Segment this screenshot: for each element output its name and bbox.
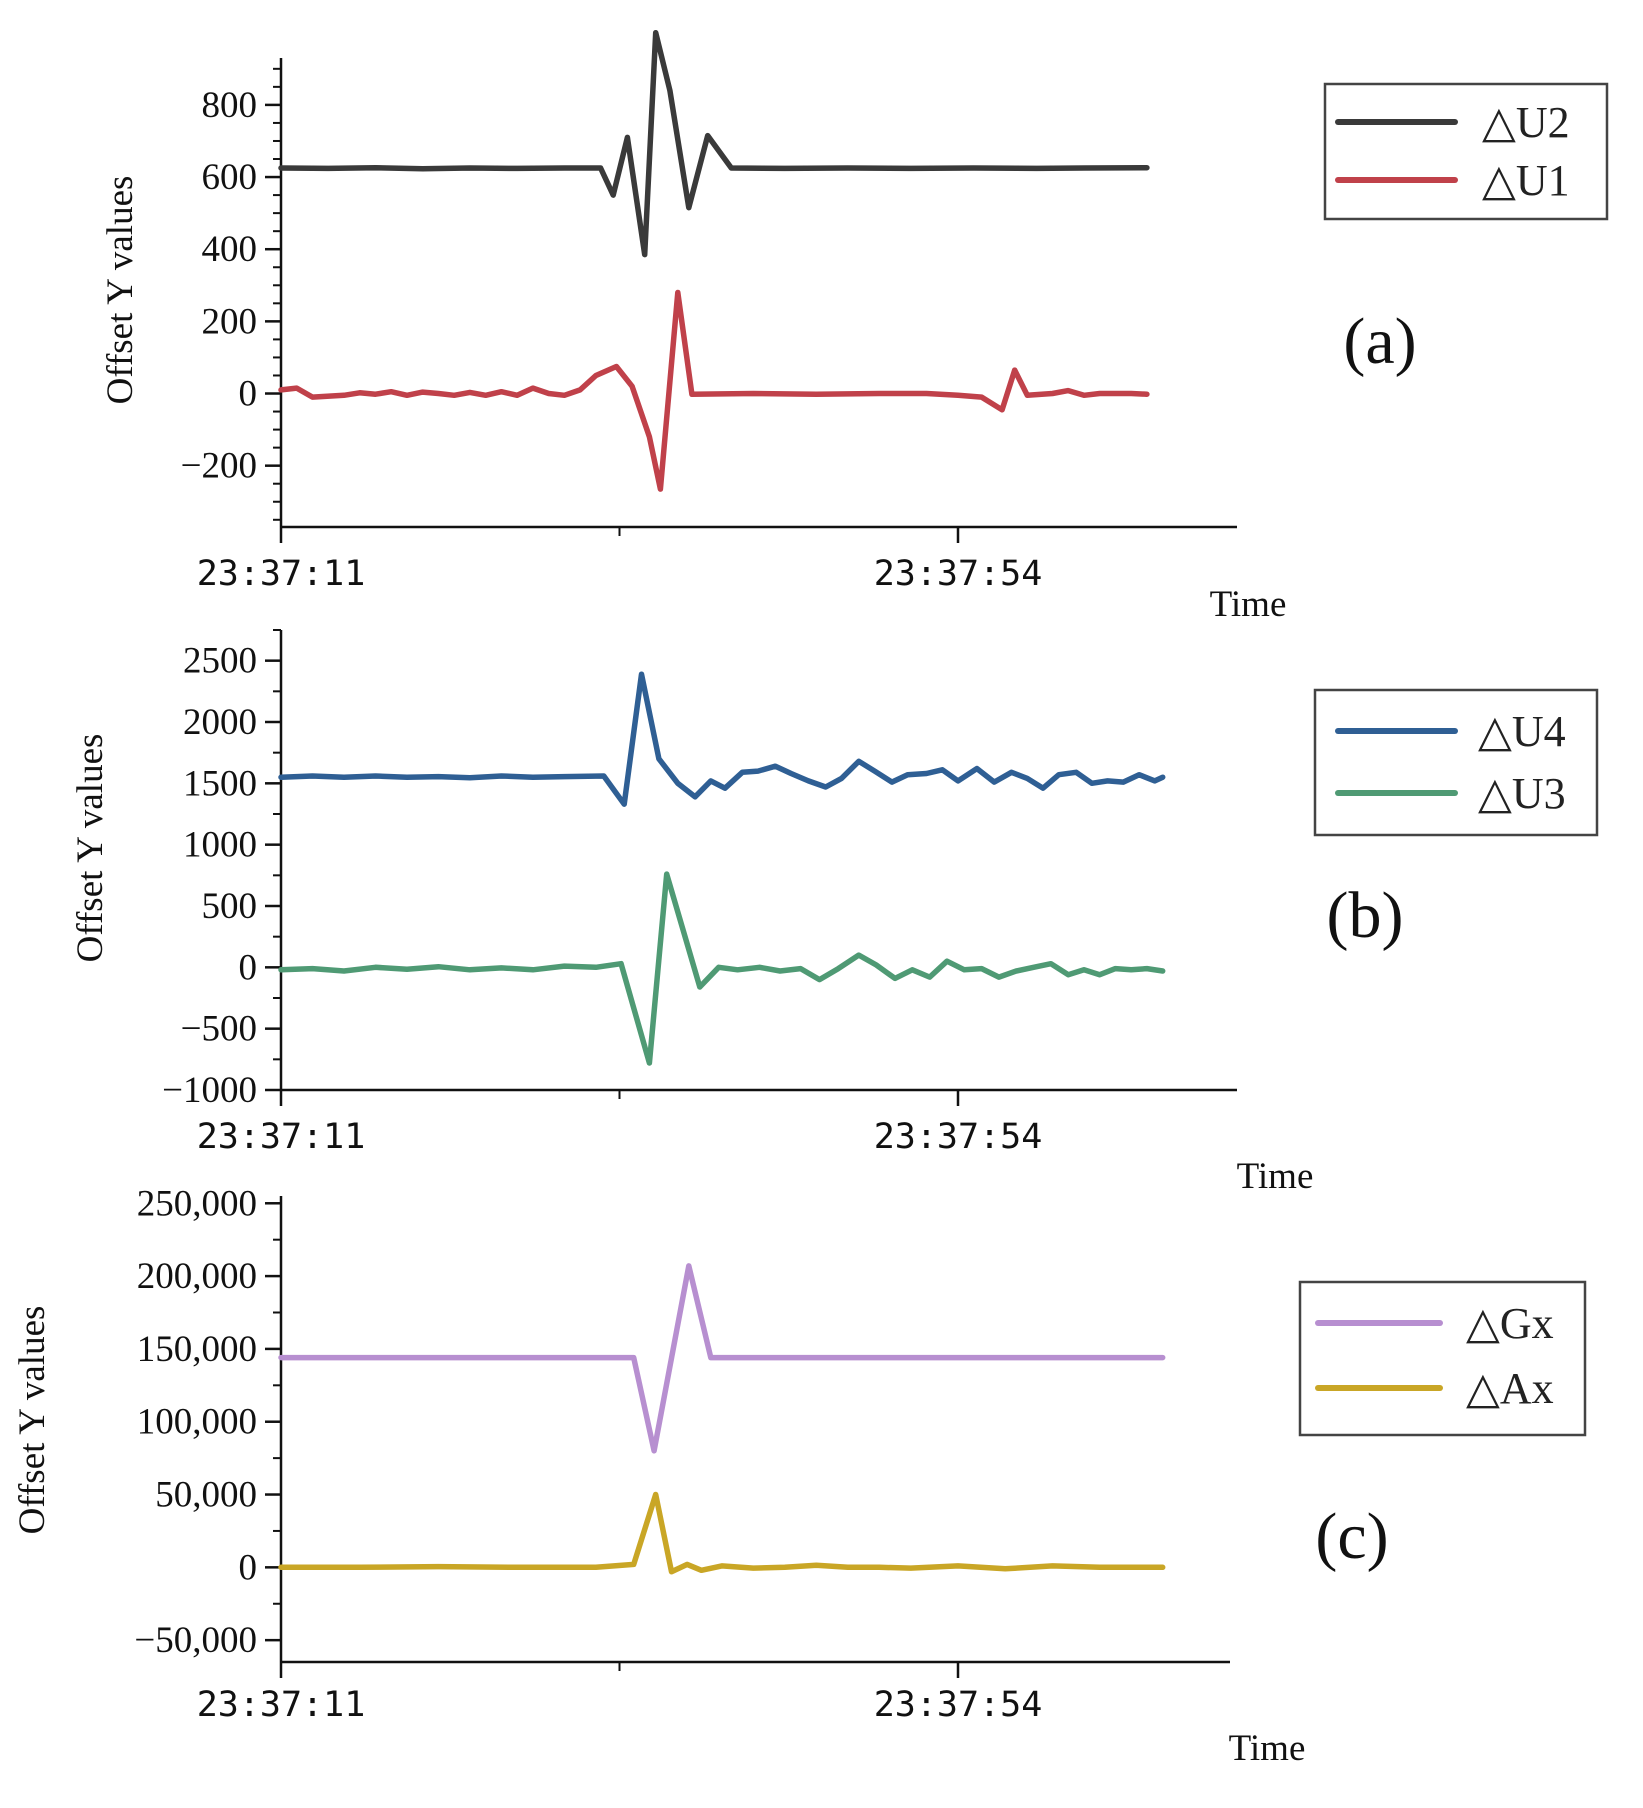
y-tick-label: 250,000 [137,1183,257,1224]
y-tick-label: 0 [239,1547,258,1588]
y-tick-label: 2000 [183,702,257,743]
y-axis-title: Offset Y values [100,176,141,405]
legend-box [1313,688,1599,837]
x-tick-label: 23:37:11 [197,554,366,594]
legend-label: △U2 [1482,98,1570,147]
legend-label: △Gx [1466,1299,1554,1348]
x-tick-label: 23:37:11 [197,1685,366,1725]
series-line-0 [278,1263,1166,1454]
y-tick-label: −200 [181,446,257,487]
y-tick-label: 0 [239,374,258,415]
y-tick-label: 800 [202,85,258,126]
panel-b [265,629,1599,1106]
legend-box [1298,1280,1587,1437]
y-tick-label: 200,000 [137,1256,257,1297]
series-line-1 [278,871,1166,1066]
legend-label: △Ax [1466,1364,1554,1413]
x-tick-label: 23:37:54 [874,554,1043,594]
x-tick-label: 23:37:54 [874,1117,1043,1157]
y-tick-label: 400 [202,229,258,270]
series-line-1 [278,289,1150,492]
panel-label: (b) [1327,879,1404,952]
series-line-0 [278,671,1166,807]
y-tick-label: 1000 [183,825,257,866]
panel-label: (c) [1315,1500,1388,1573]
y-tick-label: 200 [202,301,258,342]
y-tick-label: −500 [181,1009,257,1050]
y-axis-title: Offset Y values [70,734,111,963]
legend-label: △U3 [1478,769,1566,818]
y-tick-label: 1500 [183,763,257,804]
x-tick-label: 23:37:11 [197,1117,366,1157]
y-tick-label: 50,000 [155,1475,257,1516]
series-line-1 [278,1491,1166,1575]
y-tick-label: 0 [239,947,258,988]
y-axis-title: Offset Y values [12,1306,53,1535]
panel-label: (a) [1343,305,1416,378]
y-tick-label: 150,000 [137,1329,257,1370]
x-axis-title: Time [1210,584,1287,625]
x-axis-title: Time [1237,1156,1314,1197]
panel-a [265,29,1609,543]
panel-c [265,1196,1587,1678]
y-tick-label: 100,000 [137,1402,257,1443]
y-tick-label: 500 [202,886,258,927]
x-axis-title: Time [1229,1728,1306,1769]
y-tick-label: −50,000 [134,1620,257,1661]
y-tick-label: 600 [202,157,258,198]
legend-label: △U4 [1478,707,1566,756]
y-tick-label: −1000 [162,1070,257,1111]
x-tick-label: 23:37:54 [874,1685,1043,1725]
y-tick-label: 2500 [183,641,257,682]
series-line-0 [278,29,1150,258]
legend-label: △U1 [1482,156,1570,205]
legend-box [1323,82,1609,221]
